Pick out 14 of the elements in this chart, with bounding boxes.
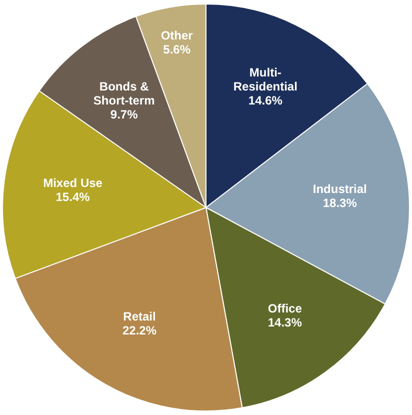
slice-label: Mixed Use <box>43 176 103 190</box>
data-label: 9.7% <box>110 107 138 122</box>
data-label: 14.3% <box>268 316 302 330</box>
data-label: 22.2% <box>122 324 157 338</box>
slice-label: Industrial <box>312 182 367 196</box>
data-label: 18.3% <box>322 196 358 210</box>
slice-label: Retail <box>123 310 156 324</box>
slice-label: Other <box>160 28 194 43</box>
data-label: 5.6% <box>163 42 191 57</box>
slice-label: Multi-Residential <box>233 65 298 94</box>
data-label: 15.4% <box>56 190 90 204</box>
slice-label: Office <box>268 302 302 316</box>
slice-label: Bonds & Short-term <box>93 79 155 108</box>
data-label: 14.6% <box>248 93 283 108</box>
